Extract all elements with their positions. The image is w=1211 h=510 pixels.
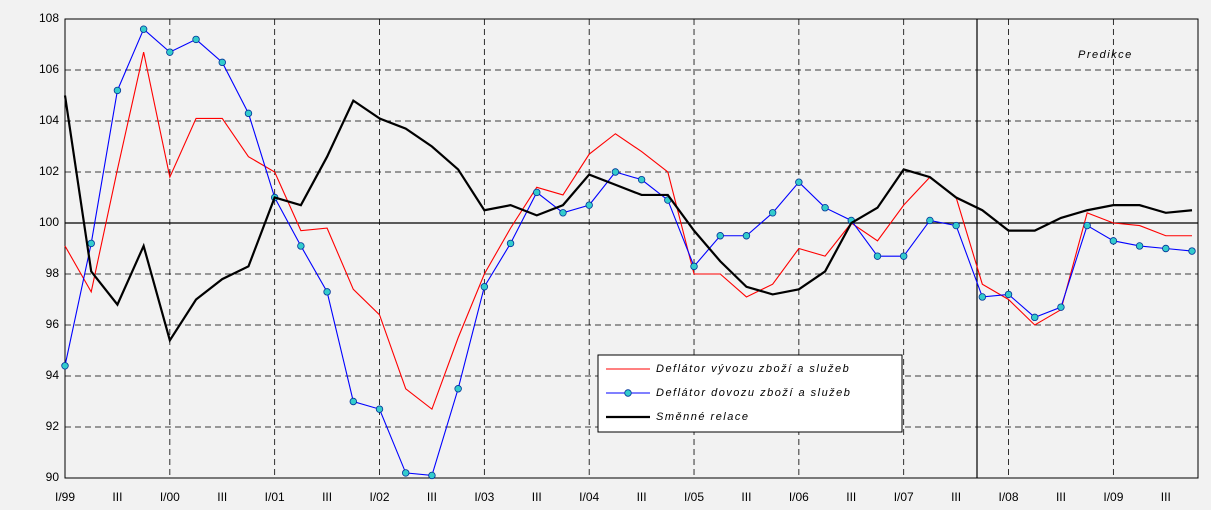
y-tick-label: 94 bbox=[46, 368, 60, 382]
x-tick-label: III bbox=[322, 490, 332, 504]
y-tick-label: 92 bbox=[46, 419, 60, 433]
point bbox=[795, 178, 803, 186]
x-tick-label: III bbox=[637, 490, 647, 504]
x-tick-label: III bbox=[532, 490, 542, 504]
point bbox=[1031, 313, 1039, 322]
x-tick-label: I/01 bbox=[265, 490, 285, 504]
point bbox=[454, 385, 462, 393]
point bbox=[1188, 247, 1196, 255]
plot-frame bbox=[64, 18, 1199, 479]
legend-label: Deflátor dovozu zboží a služeb bbox=[656, 387, 851, 399]
point bbox=[87, 239, 95, 248]
y-tick-label: 98 bbox=[46, 266, 60, 280]
point bbox=[166, 48, 174, 56]
point bbox=[637, 175, 646, 184]
x-tick-label: I/06 bbox=[789, 490, 809, 504]
legend-label: Deflátor vývozu zboží a služeb bbox=[656, 363, 850, 375]
point bbox=[375, 405, 384, 413]
point bbox=[1004, 290, 1013, 299]
y-tick-label: 108 bbox=[39, 11, 59, 25]
point bbox=[1109, 237, 1118, 245]
point bbox=[768, 209, 777, 217]
point bbox=[926, 216, 934, 225]
x-tick-label: I/02 bbox=[370, 490, 390, 504]
series-line bbox=[63, 95, 1193, 343]
point bbox=[1057, 303, 1065, 311]
point bbox=[978, 293, 987, 301]
x-tick-label: III bbox=[112, 490, 122, 504]
x-tick-label: I/99 bbox=[55, 490, 75, 504]
point bbox=[113, 86, 122, 95]
x-tick-label: I/09 bbox=[1103, 490, 1123, 504]
x-tick-label: I/00 bbox=[160, 490, 180, 504]
point bbox=[506, 239, 515, 248]
y-tick-label: 96 bbox=[46, 317, 60, 331]
point bbox=[349, 397, 358, 406]
y-tick-label: 102 bbox=[39, 164, 59, 178]
y-tick-label: 104 bbox=[39, 113, 59, 127]
point bbox=[323, 288, 331, 296]
point bbox=[428, 471, 436, 480]
legend-marker bbox=[624, 389, 632, 397]
point bbox=[139, 25, 148, 33]
point bbox=[952, 221, 960, 230]
legend-label: Směnné relace bbox=[656, 411, 750, 423]
point bbox=[1162, 244, 1170, 253]
x-tick-label: III bbox=[951, 490, 961, 504]
x-tick-label: III bbox=[1056, 490, 1066, 504]
point bbox=[1135, 242, 1144, 250]
x-tick-label: I/03 bbox=[474, 490, 494, 504]
x-tick-label: III bbox=[427, 490, 437, 504]
annotation: Predikce bbox=[1078, 49, 1133, 61]
x-tick-label: III bbox=[846, 490, 856, 504]
point bbox=[559, 209, 567, 217]
series-line bbox=[64, 52, 1192, 411]
point bbox=[218, 58, 226, 67]
point bbox=[821, 203, 829, 212]
x-tick-label: I/04 bbox=[579, 490, 599, 504]
x-tick-label: III bbox=[1161, 490, 1171, 504]
series-line bbox=[64, 28, 1193, 477]
point bbox=[480, 283, 489, 291]
point bbox=[873, 252, 882, 260]
x-tick-label: III bbox=[217, 490, 227, 504]
y-tick-label: 106 bbox=[39, 62, 59, 76]
y-tick-label: 90 bbox=[46, 470, 60, 484]
y-tick-label: 100 bbox=[39, 215, 59, 229]
point bbox=[742, 232, 751, 240]
x-tick-label: III bbox=[741, 490, 751, 504]
point bbox=[899, 252, 908, 260]
point bbox=[716, 232, 724, 240]
point bbox=[585, 201, 593, 209]
point bbox=[244, 109, 253, 118]
x-tick-label: I/08 bbox=[999, 490, 1019, 504]
x-tick-label: I/05 bbox=[684, 490, 704, 504]
point bbox=[611, 168, 620, 176]
point bbox=[61, 362, 69, 370]
x-tick-label: I/07 bbox=[894, 490, 914, 504]
point bbox=[402, 469, 410, 477]
point bbox=[690, 262, 698, 271]
point bbox=[1083, 221, 1091, 230]
point bbox=[192, 35, 200, 44]
point bbox=[533, 188, 541, 197]
point bbox=[297, 242, 305, 250]
